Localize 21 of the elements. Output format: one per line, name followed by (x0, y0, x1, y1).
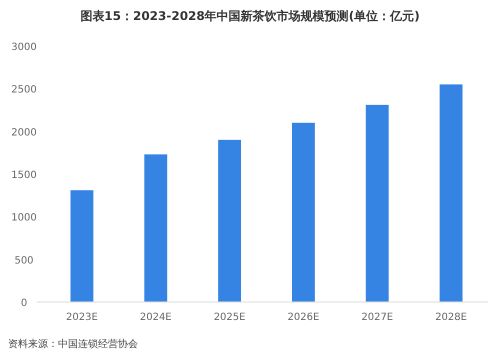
bar (366, 104, 389, 302)
y-tick-label: 2000 (11, 127, 37, 138)
x-tick-label: 2028E (435, 312, 467, 323)
x-tick-label: 2024E (140, 312, 172, 323)
bar (218, 140, 242, 302)
x-tick-label: 2026E (288, 312, 320, 323)
chart-title: 图表15：2023-2028年中国新茶饮市场规模预测(单位：亿元) (80, 9, 420, 23)
y-tick-label: 1500 (11, 170, 37, 181)
x-tick-label: 2027E (361, 312, 394, 323)
y-tick-label: 1000 (11, 212, 37, 224)
x-tick-label: 2025E (214, 312, 246, 323)
y-tick-label: 0 (20, 298, 28, 309)
bar (440, 84, 463, 302)
y-tick-label: 2500 (11, 84, 37, 96)
x-tick-label: 2023E (66, 312, 98, 323)
bar (144, 154, 168, 302)
bar (70, 190, 94, 302)
y-tick-label: 500 (14, 255, 34, 266)
text: 资料来源：中国连锁经营协会 (8, 338, 138, 350)
bar (292, 122, 315, 302)
y-tick-label: 3000 (11, 42, 37, 53)
